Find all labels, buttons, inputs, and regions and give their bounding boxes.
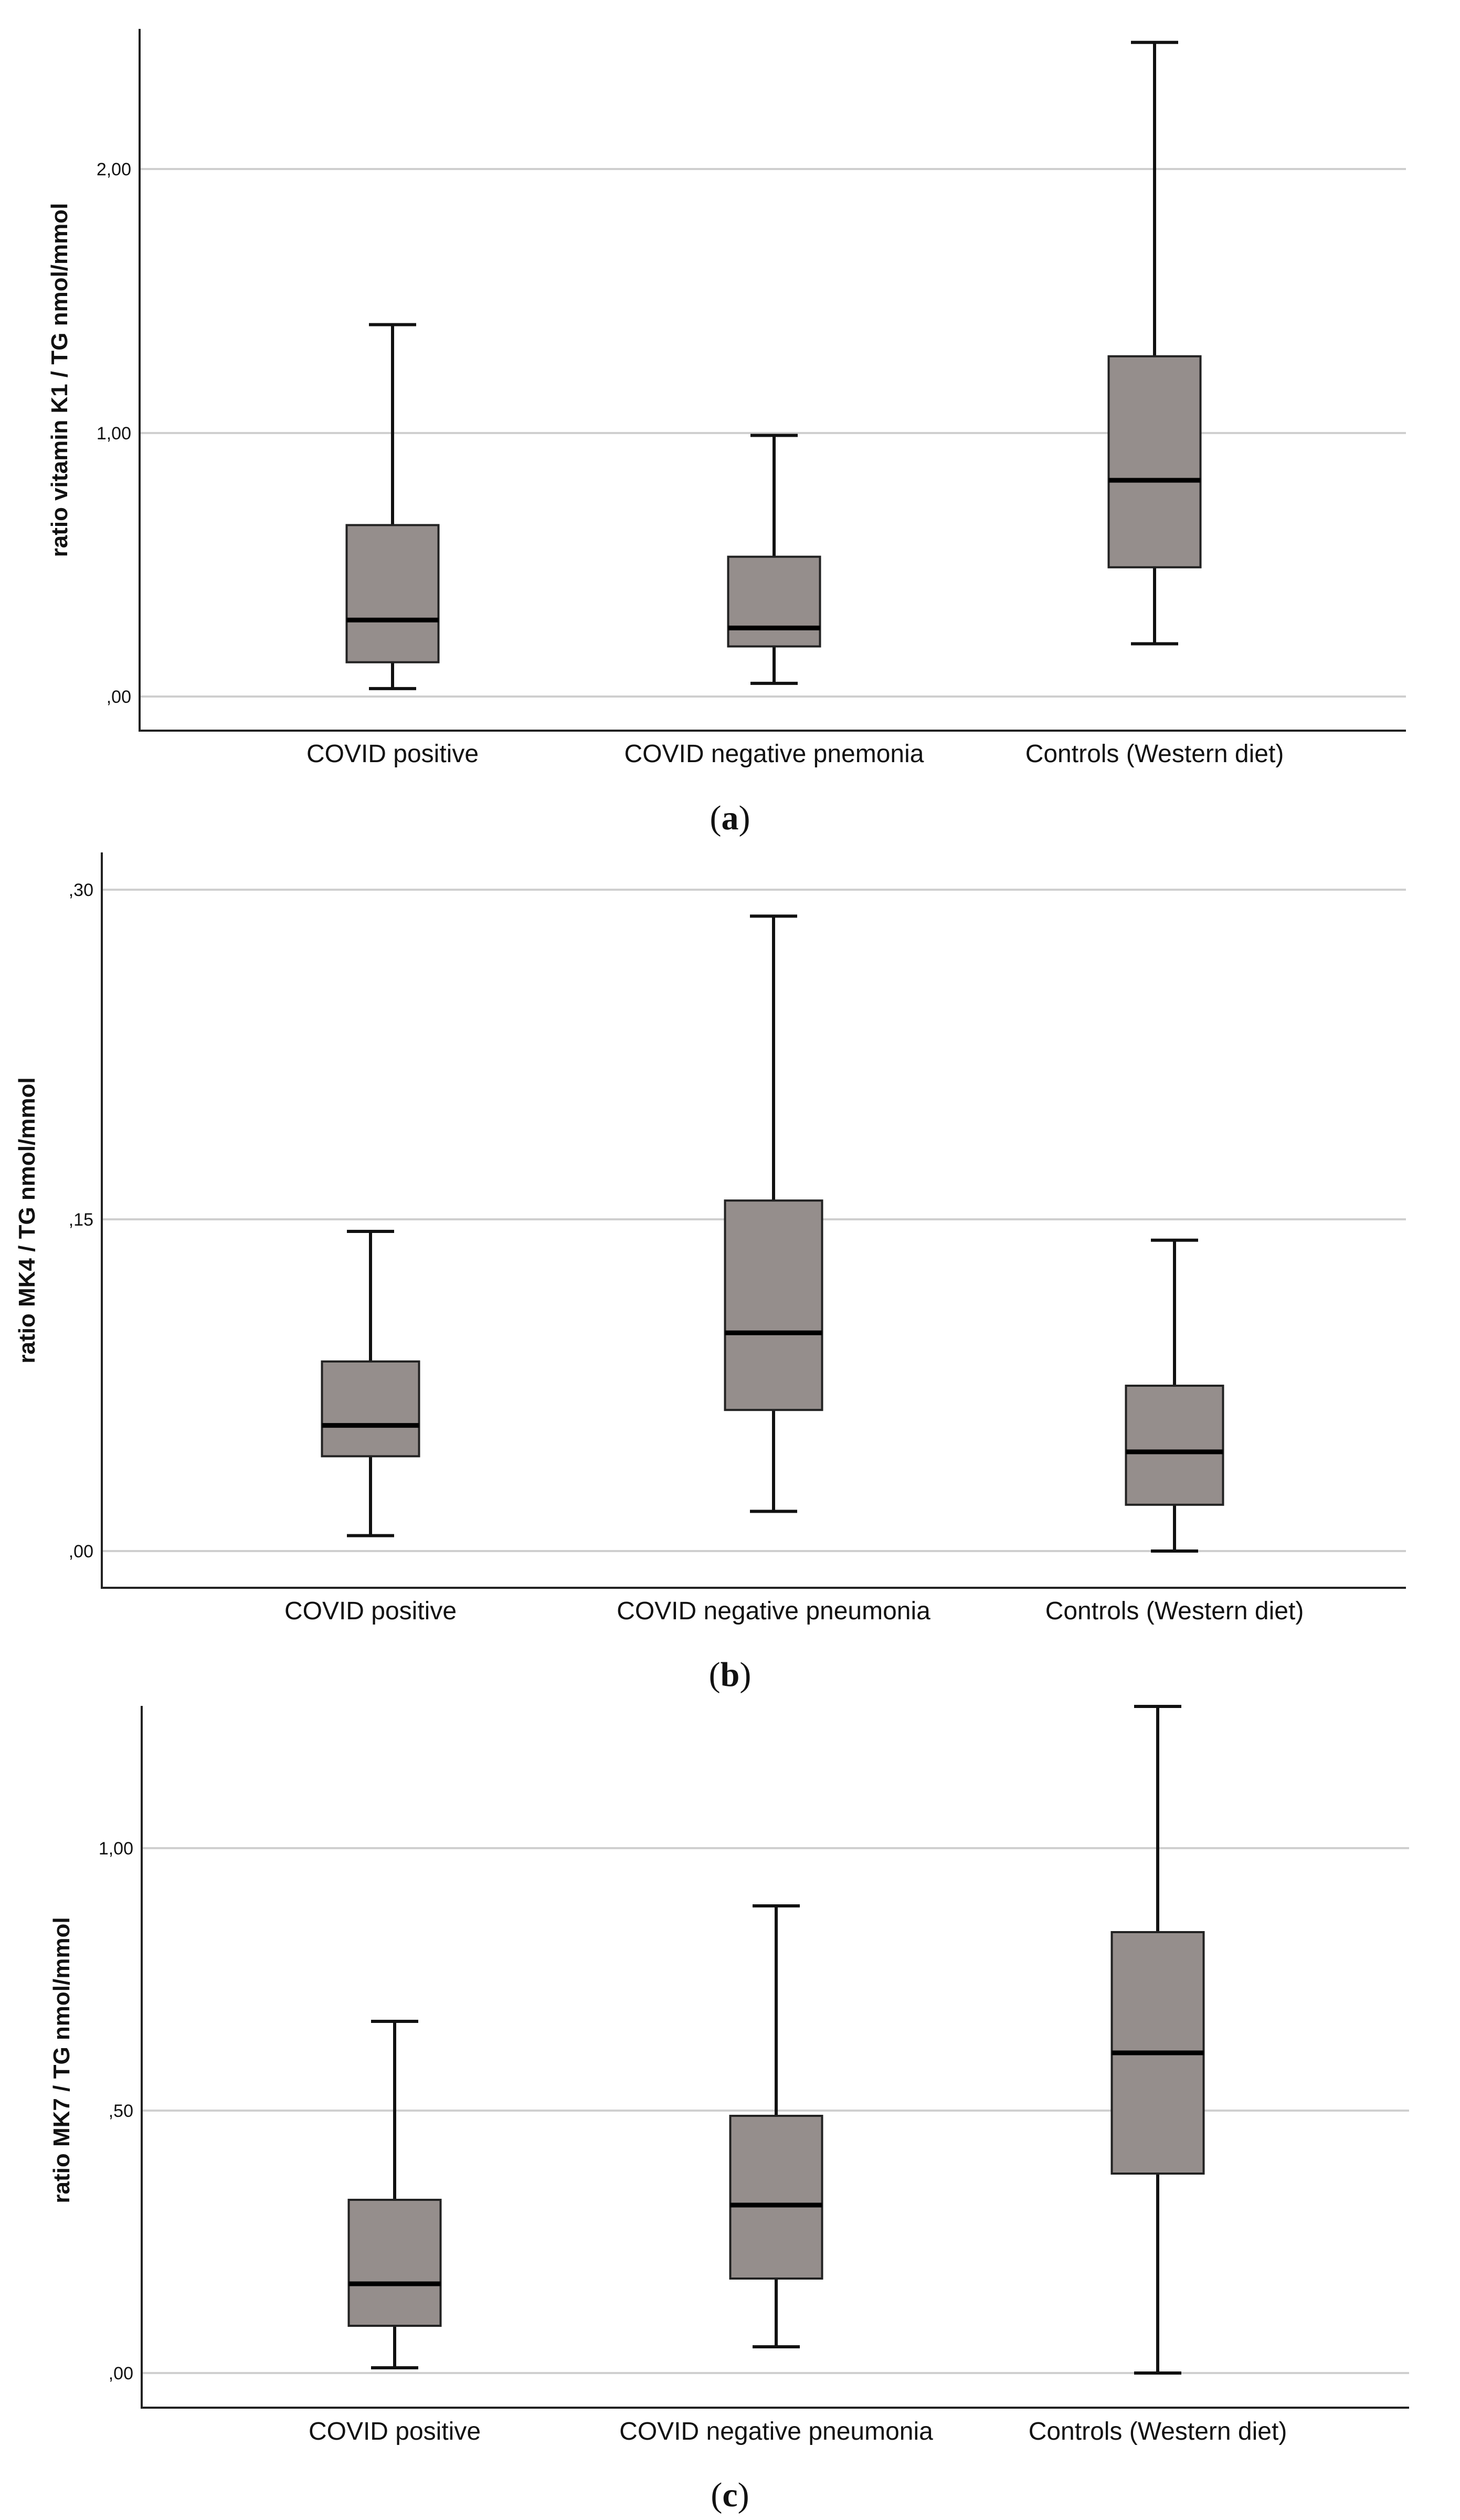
panel-c: ,00 ,50 1,00 ratio MK7 / TG nmol/mmol	[49, 1705, 1409, 2514]
panel-a-box-0-iqr	[345, 524, 440, 663]
panel-a-category-label-2: Controls (Western diet)	[1025, 740, 1284, 768]
panel-b-box-1	[724, 914, 823, 1513]
panel-b-y-ticks: ,00 ,15 ,30	[69, 880, 93, 1562]
panel-b-box-0-iqr	[321, 1360, 420, 1458]
panel-b-box-2	[1125, 1238, 1224, 1553]
panel-a-category-label-0: COVID positive	[306, 740, 479, 768]
panel-b-box-2-iqr	[1125, 1385, 1224, 1506]
panel-a-label: (a)	[710, 799, 750, 837]
panel-c-ytick-label-0: ,00	[109, 2364, 133, 2384]
panel-c-label: (c)	[711, 2476, 749, 2514]
panel-c-box-0	[347, 2020, 442, 2369]
panel-a-box-0	[345, 323, 440, 690]
panel-a: ,00 1,00 2,00 ratio vitamin K1 / TG nmol…	[47, 29, 1406, 837]
panel-b-category-label-1: COVID negative pneumonia	[617, 1597, 930, 1625]
panel-b-category-label-2: Controls (Western diet)	[1045, 1597, 1304, 1625]
panel-c-box-0-iqr	[347, 2199, 442, 2327]
panel-a-ytick-label-1: 1,00	[97, 424, 131, 444]
panel-c-ytick-label-2: 1,00	[99, 1839, 133, 1859]
panel-b-category-label-0: COVID positive	[284, 1597, 457, 1625]
panel-a-axes	[139, 29, 1406, 732]
panel-a-y-axis-title: ratio vitamin K1 / TG nmol/mmol	[47, 203, 72, 557]
panel-c-y-axis-title: ratio MK7 / TG nmol/mmol	[49, 1917, 75, 2203]
panel-c-category-label-0: COVID positive	[309, 2418, 481, 2445]
panel-a-y-ticks: ,00 1,00 2,00	[97, 160, 131, 707]
panel-b-box-0	[321, 1230, 420, 1537]
panel-b-label-letter: b	[721, 1656, 740, 1694]
panel-a-box-2-iqr	[1107, 355, 1202, 568]
panel-a-ytick-label-0: ,00	[107, 687, 131, 707]
panel-c-box-2	[1110, 1705, 1205, 2375]
panel-a-label-letter: a	[722, 799, 739, 837]
panel-a-category-label-1: COVID negative pnemonia	[625, 740, 924, 768]
panel-c-x-ticks: COVID positive COVID negative pneumonia …	[309, 2418, 1287, 2445]
panel-c-axes	[141, 1706, 1409, 2409]
panel-b-x-ticks: COVID positive COVID negative pneumonia …	[284, 1597, 1304, 1625]
panel-c-category-label-1: COVID negative pneumonia	[619, 2418, 933, 2445]
panel-a-box-2	[1107, 40, 1202, 646]
panel-b-label: (b)	[709, 1656, 752, 1694]
panel-b-ytick-label-1: ,15	[69, 1210, 93, 1230]
panel-c-category-label-2: Controls (Western diet)	[1029, 2418, 1287, 2445]
panel-c-box-1-iqr	[729, 2115, 823, 2280]
panel-a-box-1	[727, 434, 821, 685]
panel-b-axes	[101, 852, 1406, 1589]
panel-c-y-ticks: ,00 ,50 1,00	[99, 1839, 133, 2384]
panel-b-ytick-label-2: ,30	[69, 880, 93, 900]
panel-b-y-axis-title: ratio MK4 / TG nmol/mmol	[14, 1077, 40, 1363]
panel-c-label-letter: c	[722, 2476, 737, 2514]
panel-a-ytick-label-2: 2,00	[97, 160, 131, 180]
panel-a-x-ticks: COVID positive COVID negative pnemonia C…	[306, 740, 1284, 768]
panel-c-box-1	[729, 1904, 823, 2348]
panel-b-box-1-iqr	[724, 1199, 823, 1411]
panel-c-ytick-label-1: ,50	[109, 2101, 133, 2121]
panel-b: ,00 ,15 ,30 ratio MK4 / TG nmol/mmol	[14, 852, 1406, 1694]
panel-b-ytick-label-0: ,00	[69, 1542, 93, 1562]
panel-a-box-1-iqr	[727, 555, 821, 648]
